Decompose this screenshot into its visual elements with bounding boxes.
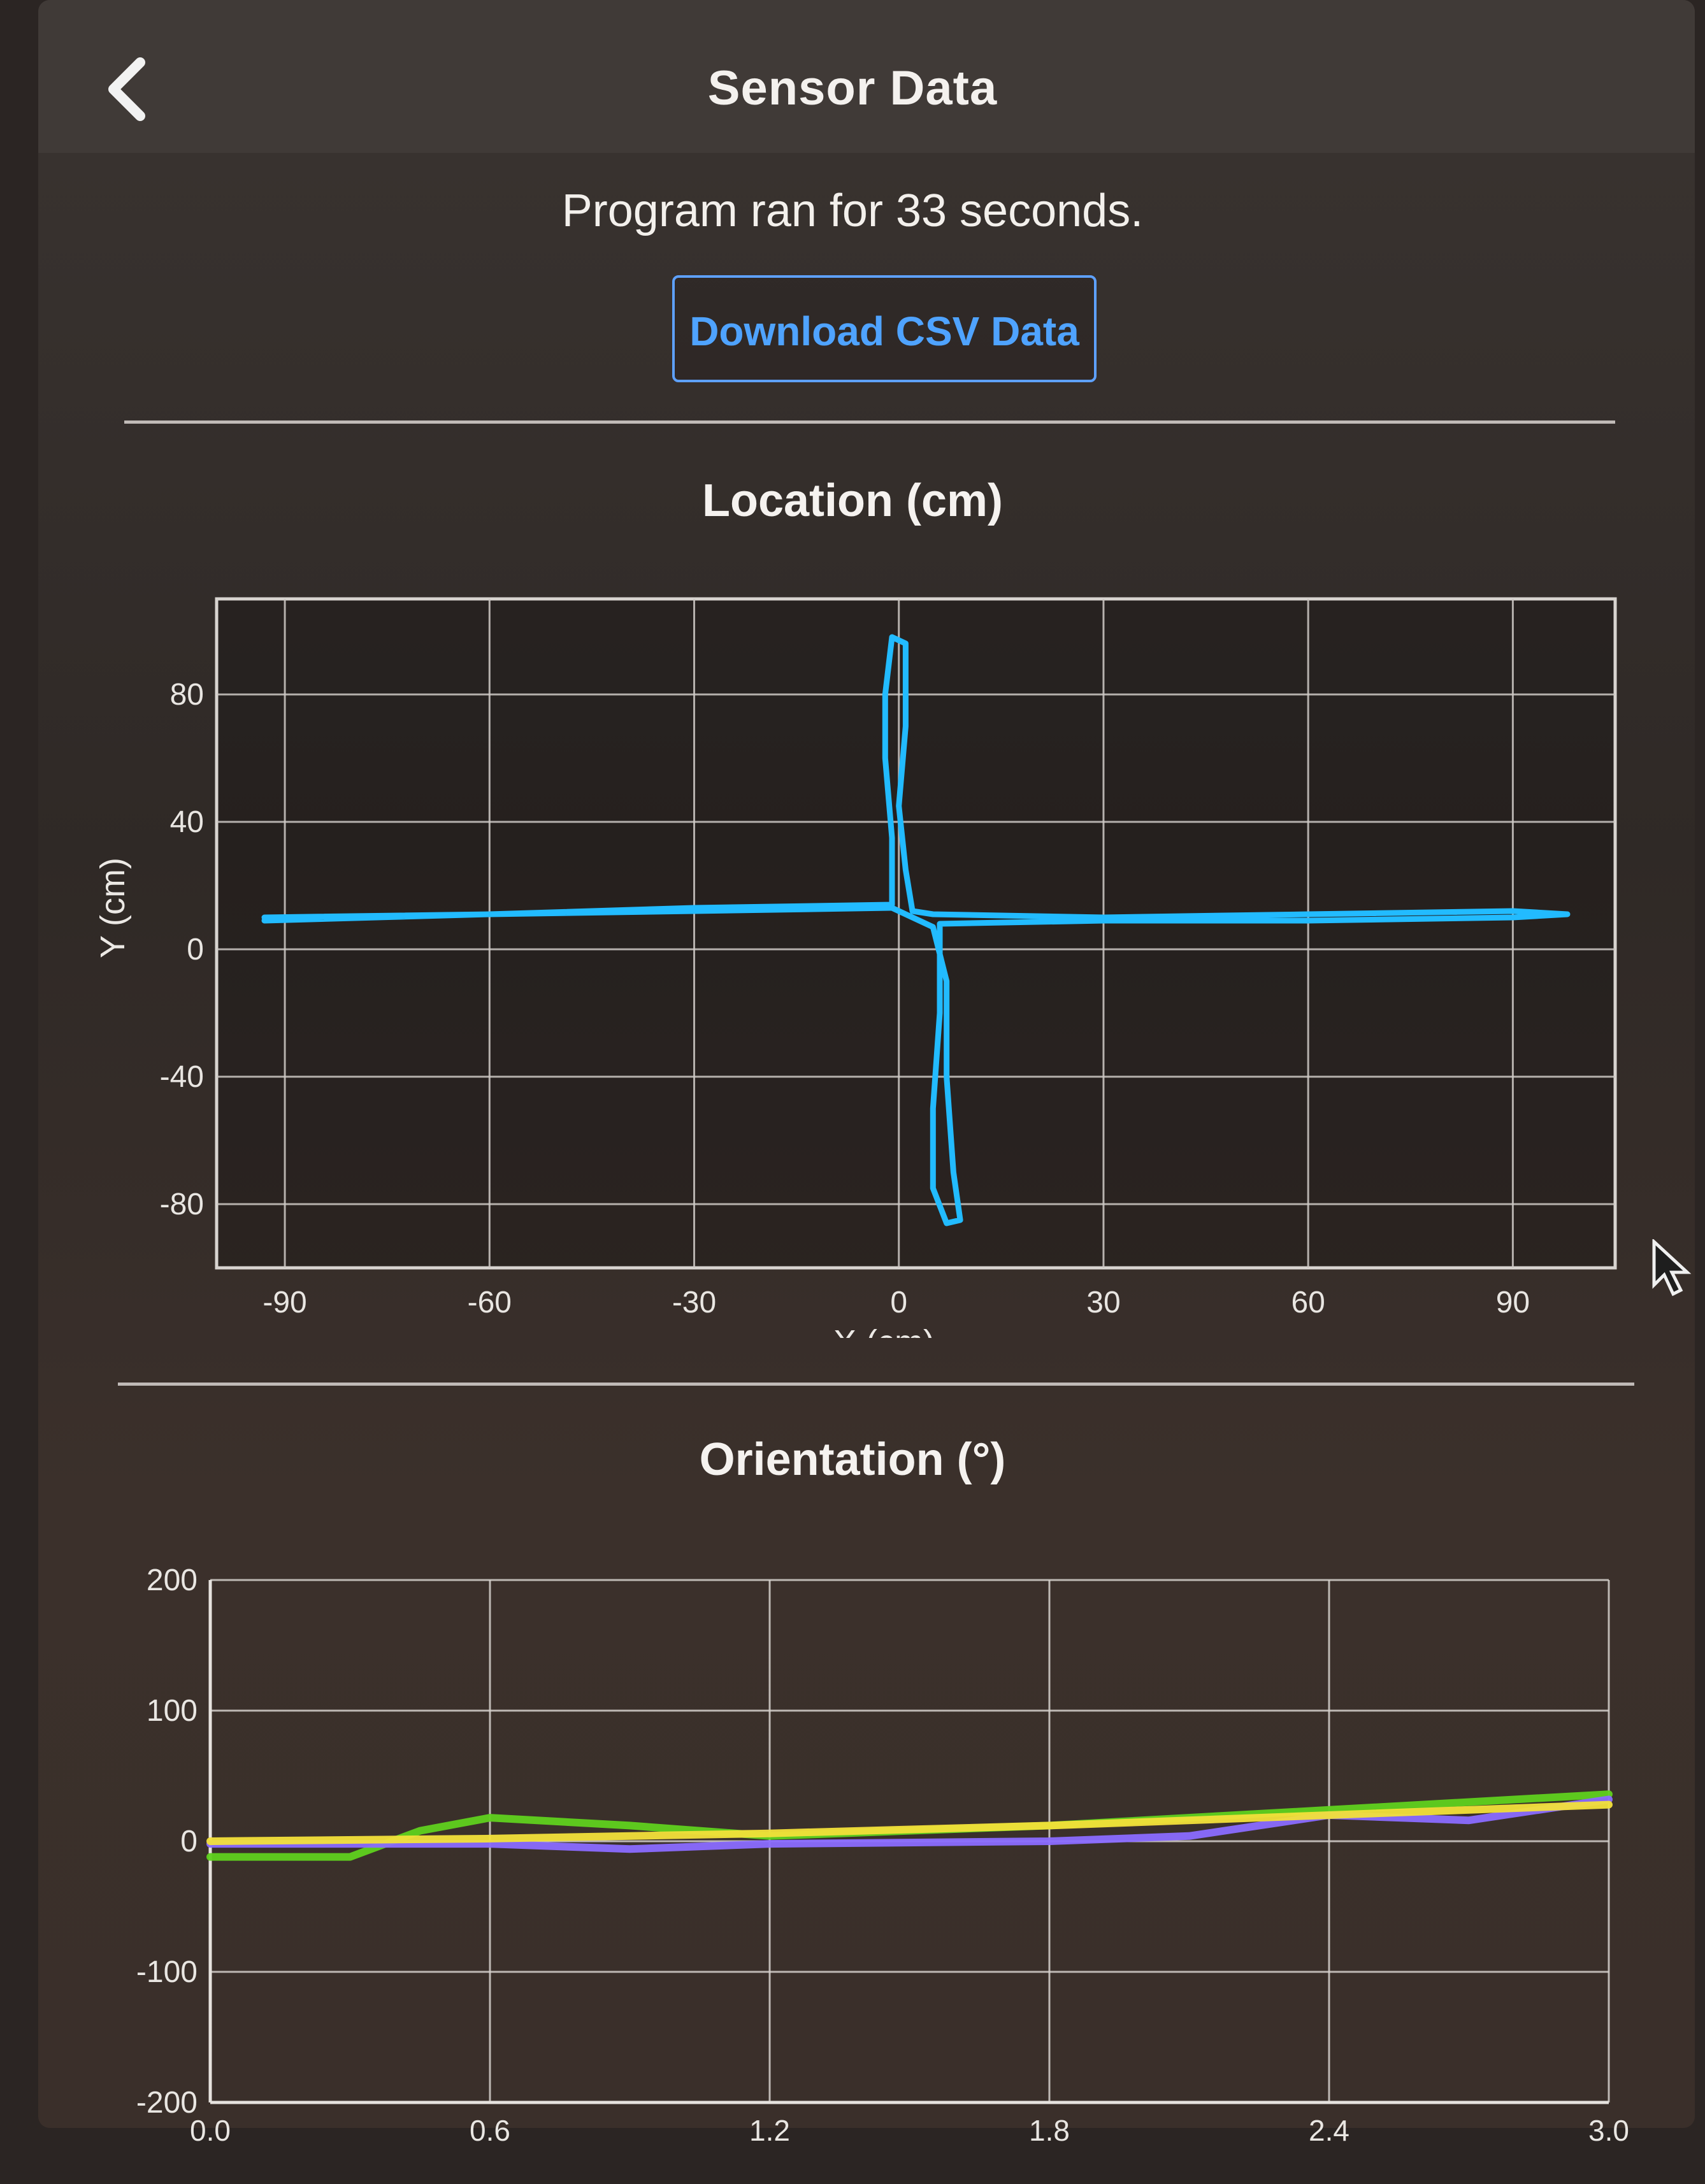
- y-tick-label: -200: [136, 2086, 198, 2120]
- y-tick-label: 40: [170, 805, 204, 839]
- x-tick-label: 0.6: [470, 2114, 510, 2147]
- y-tick-label: 200: [147, 1563, 198, 1597]
- y-tick-label: 100: [147, 1694, 198, 1728]
- location-chart-title: Location (cm): [701, 475, 1003, 526]
- orientation-chart-title: Orientation (°): [699, 1434, 1006, 1485]
- orientation-series-line-3: [206, 1800, 1613, 1845]
- chevron-left-icon: [108, 57, 145, 121]
- top-bar: [38, 0, 1695, 153]
- x-tick-label: 30: [1086, 1286, 1120, 1319]
- mouse-pointer-icon: [1651, 1238, 1696, 1300]
- runtime-text: Program ran for 33 seconds.: [561, 185, 1144, 236]
- x-tick-label: 1.2: [749, 2114, 790, 2147]
- x-tick-label: -30: [672, 1286, 716, 1319]
- x-tick-label: 90: [1496, 1286, 1530, 1319]
- x-axis-label: X (cm): [833, 1323, 935, 1338]
- app-screen: [38, 0, 1695, 2128]
- x-tick-label: -60: [468, 1286, 512, 1319]
- y-tick-label: -80: [160, 1188, 204, 1221]
- y-tick-label: 0: [187, 933, 204, 966]
- divider-middle: [118, 1383, 1634, 1386]
- y-tick-label: -40: [160, 1060, 204, 1094]
- page-title: Sensor Data: [707, 61, 998, 115]
- divider-top: [124, 420, 1615, 424]
- y-tick-label: 0: [180, 1825, 198, 1858]
- location-chart: -90 -60 -30 0 30 60 90 80 40 0 -40 -80 X (cm) Y (cm): [94, 597, 1617, 1338]
- y-tick-label: -100: [136, 1955, 198, 1989]
- x-tick-label: 0.0: [190, 2114, 231, 2147]
- x-tick-label: 3.0: [1588, 2114, 1629, 2147]
- y-axis-label: Y (cm): [94, 858, 132, 958]
- y-tick-label: 80: [170, 678, 204, 712]
- back-button[interactable]: [96, 51, 159, 127]
- x-tick-label: 2.4: [1309, 2114, 1349, 2147]
- plot-frame: [215, 597, 1617, 1270]
- x-tick-label: 1.8: [1029, 2114, 1070, 2147]
- orientation-series-line-2: [206, 1795, 1613, 1853]
- x-tick-label: 0: [890, 1286, 907, 1319]
- location-path-line: [261, 634, 1571, 1226]
- x-tick-label: -90: [263, 1286, 306, 1319]
- x-tick-label: 60: [1291, 1286, 1325, 1319]
- download-csv-button[interactable]: Download CSV Data: [672, 275, 1097, 382]
